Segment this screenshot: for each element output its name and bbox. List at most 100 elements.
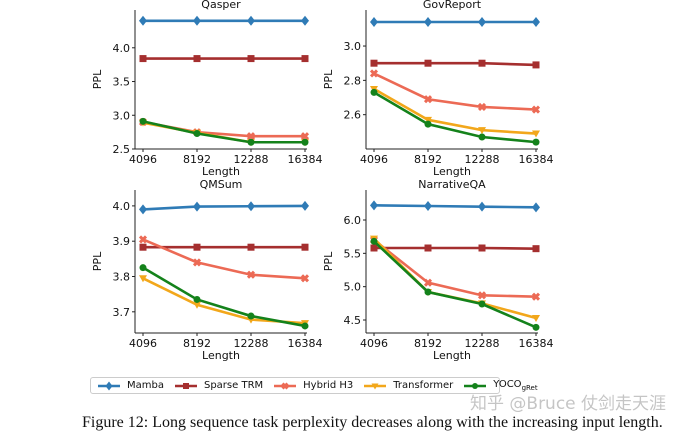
data-point xyxy=(532,138,540,146)
data-point xyxy=(193,243,201,251)
series-line xyxy=(142,238,306,280)
data-point xyxy=(139,117,147,125)
series-line xyxy=(142,204,306,211)
data-point xyxy=(192,258,202,267)
data-point xyxy=(532,315,540,322)
data-point xyxy=(370,237,378,245)
y-tick-label: 6.0 xyxy=(344,214,362,227)
subplots: Qasper 2.5 3.0 3.5 4.0 4096 8192 12288 16384 Leng… xyxy=(91,0,554,362)
series-mamba xyxy=(370,17,540,28)
legend-item: Sparse TRM xyxy=(174,380,263,391)
series-line xyxy=(142,120,305,144)
x-tick-label: 16384 xyxy=(288,337,323,350)
data-point xyxy=(246,270,256,279)
series-mamba xyxy=(139,200,309,215)
series-line xyxy=(142,277,306,325)
legend-swatch xyxy=(98,381,120,390)
x-tick-label: 16384 xyxy=(288,153,323,166)
legend-item: Mamba xyxy=(97,380,164,391)
data-point xyxy=(246,132,256,141)
data-point xyxy=(532,202,540,213)
data-point xyxy=(193,295,201,303)
data-point xyxy=(423,278,433,287)
y-tick-label: 4.0 xyxy=(113,42,131,55)
series-hybrid-h3 xyxy=(138,235,310,283)
data-point xyxy=(478,133,486,141)
data-point xyxy=(532,245,540,253)
legend-label: YOCOgRet xyxy=(493,379,538,392)
legend-label-subscript: gRet xyxy=(521,384,538,392)
data-point xyxy=(139,55,147,63)
data-point xyxy=(300,132,310,141)
data-point xyxy=(247,55,255,63)
y-axis-label: PPL xyxy=(322,251,335,271)
x-axis-label: Length xyxy=(433,349,471,362)
series-line xyxy=(373,72,537,111)
watermark: 知乎 @Bruce 仗剑走天涯 xyxy=(470,394,667,414)
data-point xyxy=(478,127,486,135)
data-point xyxy=(478,59,486,67)
x-tick-label: 12288 xyxy=(234,337,269,350)
legend-item: Hybrid H3 xyxy=(273,380,353,391)
data-point xyxy=(478,201,486,212)
x-tick-label: 16384 xyxy=(519,337,554,350)
series-line xyxy=(373,204,537,209)
data-point xyxy=(370,200,378,211)
legend-label: Mamba xyxy=(127,380,164,391)
series-line xyxy=(373,238,537,298)
x-tick-label: 8192 xyxy=(183,337,211,350)
x-tick-label: 4096 xyxy=(360,337,388,350)
series-hybrid-h3 xyxy=(369,69,541,114)
series-mamba xyxy=(139,15,309,26)
y-axis-label: PPL xyxy=(91,251,104,271)
x-tick-label: 12288 xyxy=(465,153,500,166)
data-point xyxy=(532,130,540,138)
data-point xyxy=(247,201,255,212)
series-mamba xyxy=(370,200,540,213)
data-point xyxy=(370,88,378,96)
legend-marker xyxy=(281,381,289,390)
data-point xyxy=(370,244,378,252)
y-tick-label: 3.8 xyxy=(113,271,131,284)
data-point xyxy=(301,200,309,211)
data-point xyxy=(424,59,432,67)
data-point xyxy=(193,301,201,309)
data-point xyxy=(247,243,255,251)
data-point xyxy=(531,105,541,114)
data-point xyxy=(424,201,432,211)
data-point xyxy=(300,274,310,283)
series-sparse-trm xyxy=(370,59,540,69)
x-tick-label: 16384 xyxy=(519,153,554,166)
data-point xyxy=(424,17,432,28)
data-point xyxy=(247,312,255,320)
subplot-qmsum: QMSum 3.7 3.8 3.9 4.0 4096 8192 12288 16384 Lengt… xyxy=(91,178,323,362)
legend: Mamba Sparse TRM Hybrid H3 Transformer YOCOg… xyxy=(90,377,538,394)
legend-label: Transformer xyxy=(393,380,454,391)
y-tick-label: 3.0 xyxy=(113,109,131,122)
subplot-title: GovReport xyxy=(423,0,482,11)
data-point xyxy=(423,95,433,104)
x-tick-label: 4096 xyxy=(129,337,157,350)
data-point xyxy=(301,55,309,63)
data-point xyxy=(301,15,309,26)
data-point xyxy=(370,59,378,67)
y-axis-label: PPL xyxy=(322,69,335,89)
data-point xyxy=(193,129,201,137)
series-hybrid-h3 xyxy=(369,235,541,301)
data-point xyxy=(193,55,201,63)
data-point xyxy=(247,138,255,146)
data-point xyxy=(424,120,432,128)
data-point xyxy=(301,322,309,330)
series-line xyxy=(373,91,537,144)
legend-marker xyxy=(472,382,479,389)
series-yoco xyxy=(370,237,540,331)
data-point xyxy=(193,15,201,26)
y-tick-label: 5.5 xyxy=(344,247,362,260)
data-point xyxy=(424,116,432,124)
x-axis-label: Length xyxy=(202,165,240,178)
data-point xyxy=(139,204,147,215)
data-point xyxy=(139,264,147,272)
legend-swatch xyxy=(274,381,297,390)
data-point xyxy=(531,292,541,301)
figure-caption: Figure 12: Long sequence task perplexity… xyxy=(82,414,663,431)
